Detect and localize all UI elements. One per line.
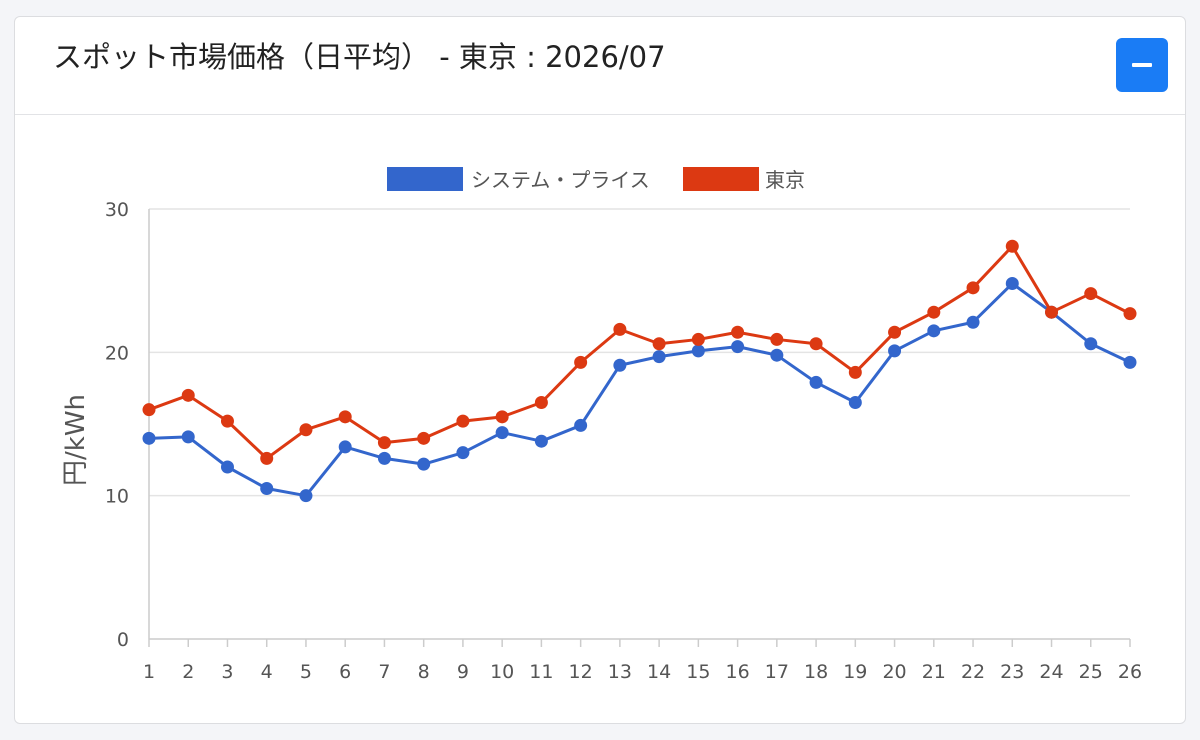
card-header: スポット市場価格（日平均） - 東京 : 2026/07 [15,17,1185,115]
data-point [966,315,980,329]
x-tick-label: 24 [1039,661,1063,683]
x-tick-label: 11 [529,661,553,683]
series-line [148,282,1131,498]
legend-swatch [683,167,759,191]
grid-lines [149,208,1130,640]
data-point [417,457,431,471]
data-point [770,332,784,346]
data-point [1084,337,1098,351]
x-tick-label: 5 [300,661,312,683]
x-tick-label: 9 [457,661,469,683]
data-point [377,451,391,465]
data-point [495,426,509,440]
y-tick-label: 10 [105,486,129,508]
chart-card: スポット市場価格（日平均） - 東京 : 2026/07 0 10 20 30 1 2 3 4… [14,16,1186,724]
data-point [809,337,823,351]
data-point [338,440,352,454]
data-point [456,414,470,428]
x-tick-label: 3 [221,661,233,683]
data-point [927,305,941,319]
data-point [770,348,784,362]
x-tick-label: 19 [843,661,867,683]
data-point [142,431,156,445]
x-tick-label: 20 [882,661,906,683]
x-tick-label: 1 [143,661,155,683]
data-point [1005,239,1019,253]
legend-label: システム・プライス [471,168,650,192]
x-tick-label: 6 [339,661,351,683]
x-tick-label: 10 [490,661,514,683]
x-tick-label: 22 [961,661,985,683]
data-point [731,325,745,339]
x-tick-label: 12 [569,661,593,683]
x-tick-label: 14 [647,661,671,683]
data-point [534,434,548,448]
data-point [848,396,862,409]
data-point [652,337,666,351]
data-point [1123,307,1137,321]
chart-legend: システム・プライス 東京 [387,167,805,192]
x-tick-label: 7 [378,661,390,683]
data-point [691,344,705,358]
data-point [691,332,705,346]
x-tick-label: 15 [686,661,710,683]
x-tick-label: 13 [608,661,632,683]
y-tick-label: 0 [117,629,129,651]
series-line [148,244,1131,460]
data-point [652,350,666,364]
data-point [495,410,509,424]
y-axis-label: 円/kWh [61,394,91,486]
y-tick-label: 30 [105,199,129,221]
x-tick-label: 4 [261,661,273,683]
data-point [181,430,195,444]
data-point [927,324,941,338]
data-point [809,375,823,389]
data-point [848,365,862,379]
data-point [888,344,902,358]
data-point [1123,355,1137,369]
x-tick-label: 18 [804,661,828,683]
data-point [417,431,431,445]
x-tick-label: 16 [726,661,750,683]
data-point [260,451,274,465]
x-tick-label: 21 [922,661,946,683]
legend-label: 東京 [765,168,805,192]
data-point [1005,277,1019,291]
data-point [574,418,588,432]
data-point [534,396,548,409]
data-point [220,414,234,428]
data-point [731,340,745,354]
data-point [142,403,156,417]
data-point [1084,287,1098,301]
series-lines [142,239,1137,503]
data-point [260,482,274,495]
x-tick-label: 8 [418,661,430,683]
data-point [966,281,980,295]
data-point [456,446,470,460]
x-tick-label: 25 [1079,661,1103,683]
data-point [377,436,391,450]
data-point [613,358,627,372]
legend-swatch [387,167,463,191]
data-point [299,489,313,503]
data-point [613,322,627,336]
x-tick-label: 26 [1118,661,1142,683]
x-tick-label: 23 [1000,661,1024,683]
x-tick-label: 17 [765,661,789,683]
data-point [1045,305,1059,319]
page-title: スポット市場価格（日平均） - 東京 : 2026/07 [53,40,666,74]
y-tick-label: 20 [105,342,129,364]
minus-icon [1132,63,1152,67]
x-tick-label: 2 [182,661,194,683]
data-point [181,388,195,402]
data-point [574,355,588,369]
data-point [220,460,234,474]
data-point [299,423,313,437]
data-point [338,410,352,424]
data-point [888,325,902,339]
collapse-button[interactable] [1116,38,1168,92]
